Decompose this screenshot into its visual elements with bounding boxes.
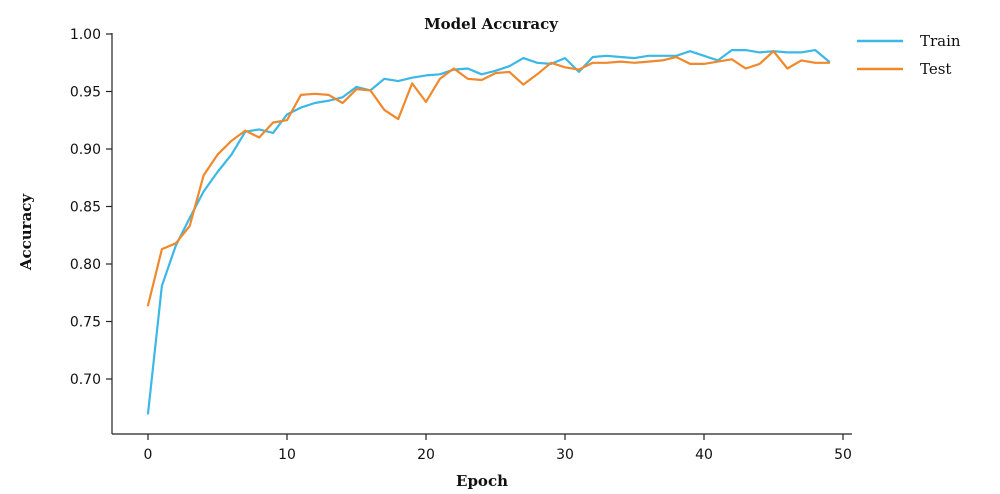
series-lines (146, 48, 831, 415)
x-ticks: 0 10 20 30 40 50 (144, 434, 852, 463)
plot-area: 0.70 0.75 0.80 0.85 0.90 0.95 1.00 0 10 20 30 40 50 (70, 27, 852, 463)
legend: Train Test (857, 32, 961, 78)
y-tick-label: 0.95 (70, 85, 101, 101)
x-tick-label: 50 (834, 447, 852, 463)
y-tick-label: 0.85 (70, 200, 101, 216)
y-tick-label: 0.90 (70, 142, 101, 158)
x-tick-label: 20 (417, 447, 435, 463)
x-tick-label: 0 (144, 447, 153, 463)
x-axis-label: Epoch (456, 472, 508, 490)
y-tick-label: 0.70 (70, 372, 101, 388)
legend-label-train: Train (920, 32, 961, 50)
x-tick-label: 30 (556, 447, 574, 463)
legend-label-test: Test (920, 60, 951, 78)
y-tick-label: 0.75 (70, 315, 101, 331)
series-line-train (146, 48, 831, 415)
x-tick-label: 40 (695, 447, 713, 463)
series-line-test (146, 50, 831, 307)
y-axis-label: Accuracy (17, 193, 35, 272)
y-ticks: 0.70 0.75 0.80 0.85 0.90 0.95 1.00 (70, 27, 112, 388)
y-tick-label: 1.00 (70, 27, 101, 43)
y-tick-label: 0.80 (70, 257, 101, 273)
chart-title: Model Accuracy (424, 15, 559, 33)
x-tick-label: 10 (278, 447, 296, 463)
